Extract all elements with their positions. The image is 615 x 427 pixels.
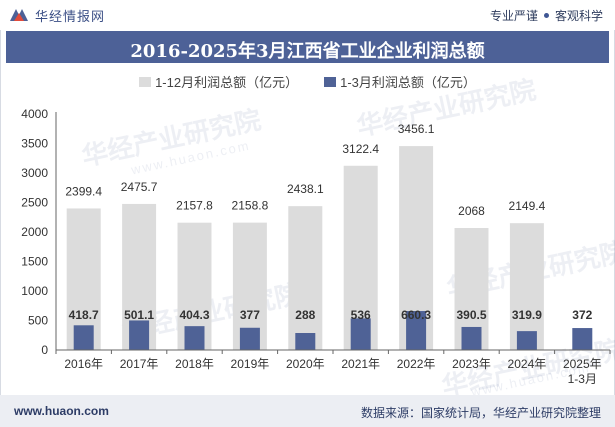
chart-legend: 1-12月利润总额（亿元） 1-3月利润总额（亿元） <box>0 72 615 91</box>
title-bar: 2016-2025年3月江西省工业企业利润总额 <box>6 31 609 63</box>
bar-q1 <box>516 331 537 350</box>
footer-bar: www.huaon.com 数据来源：国家统计局，华经产业研究院整理 <box>0 395 615 427</box>
footer-source: 数据来源：国家统计局，华经产业研究院整理 <box>360 406 601 420</box>
slogan: 专业严谨 客观科学 <box>490 7 603 24</box>
data-label-q1: 319.9 <box>512 308 542 322</box>
x-tick-label: 2018年 <box>175 357 214 371</box>
bar-q1 <box>129 320 150 350</box>
x-tick-label: 2021年 <box>341 357 380 371</box>
x-tick-label: 2019年 <box>231 357 270 371</box>
x-tick-label: 2024年 <box>508 357 547 371</box>
bar-q1 <box>461 326 482 350</box>
legend-item-q1: 1-3月利润总额（亿元） <box>324 72 476 91</box>
bar-q1 <box>239 327 260 350</box>
bar-q1 <box>73 325 94 350</box>
y-tick-label: 0 <box>41 343 48 357</box>
data-label-full-year: 3122.4 <box>342 142 379 156</box>
legend-swatch-q1 <box>324 76 337 87</box>
data-label-q1: 501.1 <box>124 308 154 322</box>
bar-q1 <box>184 326 205 350</box>
data-label-q1: 418.7 <box>69 308 99 322</box>
bar-q1 <box>350 318 371 350</box>
data-label-q1: 660.3 <box>401 308 431 322</box>
y-tick-label: 4000 <box>21 107 48 121</box>
data-label-full-year: 2158.8 <box>232 199 269 213</box>
footer-website[interactable]: www.huaon.com <box>14 404 109 418</box>
x-tick-label: 2020年 <box>286 357 325 371</box>
bar-full-year <box>288 206 323 350</box>
data-label-q1: 536 <box>351 308 371 322</box>
bar-full-year <box>509 223 544 350</box>
y-tick-label: 500 <box>28 314 48 328</box>
x-tick-label: 2016年 <box>64 357 103 371</box>
data-label-full-year: 2438.1 <box>287 182 324 196</box>
chart-title: 2016-2025年3月江西省工业企业利润总额 <box>130 41 485 62</box>
y-tick-label: 1500 <box>21 255 48 269</box>
y-tick-label: 3500 <box>21 137 48 151</box>
data-label-full-year: 3456.1 <box>398 122 435 136</box>
legend-swatch-full-year <box>139 76 152 87</box>
y-tick-label: 3000 <box>21 166 48 180</box>
x-tick-label: 2022年 <box>397 357 436 371</box>
site-name: 华经情报网 <box>35 8 106 24</box>
data-label-q1: 288 <box>295 308 315 322</box>
legend-label-full-year: 1-12月利润总额（亿元） <box>155 75 299 90</box>
site-logo[interactable]: 华经情报网 <box>9 6 105 24</box>
data-label-full-year: 2157.8 <box>176 199 213 213</box>
logo-icon <box>9 7 29 23</box>
bullet-dot-icon <box>543 13 549 18</box>
legend-item-full-year: 1-12月利润总额（亿元） <box>139 72 298 91</box>
bar-q1 <box>406 311 427 350</box>
data-label-full-year: 2475.7 <box>121 180 158 194</box>
data-label-q1: 377 <box>240 308 260 322</box>
x-tick-label: 2017年 <box>120 357 159 371</box>
data-label-full-year: 2399.4 <box>65 184 102 198</box>
y-tick-label: 1000 <box>21 284 48 298</box>
header-bar: 华经情报网 专业严谨 客观科学 <box>0 0 615 30</box>
slogan-left: 专业严谨 <box>489 9 538 23</box>
bar-chart: 0 500 1000 1500 2000 2500 3000 3500 4000 2399.4 41… <box>21 107 611 386</box>
data-label-q1: 404.3 <box>179 308 209 322</box>
y-tick-label: 2000 <box>21 225 48 239</box>
legend-label-q1: 1-3月利润总额（亿元） <box>340 75 476 90</box>
y-tick-label: 2500 <box>21 196 48 210</box>
x-tick-label: 1-3月 <box>568 372 597 386</box>
bar-q1 <box>572 328 593 350</box>
x-tick-label: 2025年 <box>563 357 602 371</box>
data-label-q1: 390.5 <box>456 308 486 322</box>
slogan-right: 客观科学 <box>554 9 603 23</box>
x-tick-label: 2023年 <box>452 357 491 371</box>
bar-q1 <box>295 333 316 350</box>
data-label-full-year: 2149.4 <box>509 199 546 213</box>
data-label-q1: 372 <box>572 308 592 322</box>
data-label-full-year: 2068 <box>458 204 485 218</box>
